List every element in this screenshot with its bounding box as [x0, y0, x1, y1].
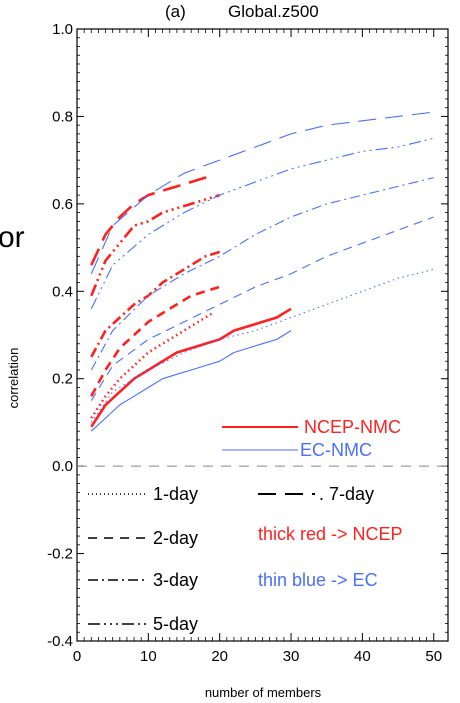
source-legend: NCEP-NMC EC-NMC	[222, 417, 401, 460]
x-axis: 0 10 20 30 40 50	[73, 29, 442, 665]
y-tick-label: 0.0	[52, 458, 73, 475]
legend-5day-label: 5-day	[153, 614, 198, 634]
x-tick-label: 20	[211, 648, 228, 665]
series-line-ec-1-day	[90, 268, 434, 423]
x-tick-label: 40	[354, 648, 371, 665]
legend-ec-label: EC-NMC	[300, 440, 372, 460]
series-line-ncep-7-day	[90, 174, 213, 266]
legend-1day-label: 1-day	[153, 484, 198, 504]
chart-title: Global.z500	[228, 2, 319, 21]
legend-note-red: thick red -> NCEP	[258, 524, 403, 544]
x-tick-label: 30	[283, 648, 300, 665]
panel-label: (a)	[165, 2, 186, 21]
series-line-ncep-day1-solid	[90, 307, 292, 428]
series-line-ncep-5-day	[90, 193, 221, 297]
y-tick-label: 0.2	[52, 371, 73, 388]
y-axis: -0.4 -0.2 0.0 0.2 0.4 0.6 0.8 1.0	[47, 21, 448, 650]
x-tick-label: 0	[73, 648, 81, 665]
x-axis-title: number of members	[205, 685, 322, 700]
series-line-ec-2-day	[90, 216, 434, 401]
series-line-ncep-1-day	[90, 311, 214, 419]
y-tick-label: 0.8	[52, 108, 73, 125]
legend-7day-label: . 7-day	[319, 484, 374, 504]
x-tick-label: 10	[140, 648, 157, 665]
series-line-ec-day1-solid	[90, 330, 292, 432]
legend-2day-label: 2-day	[153, 528, 198, 548]
series-line-ec-3-day	[90, 177, 434, 371]
series-line-ncep-2-day	[90, 285, 221, 397]
legend-note-blue: thin blue -> EC	[258, 570, 378, 590]
plot-frame	[76, 28, 449, 642]
y-tick-label: 0.6	[52, 196, 73, 213]
series-line-ncep-3-day	[90, 250, 221, 358]
y-tick-label: 0.4	[52, 283, 73, 300]
legend-3day-label: 3-day	[153, 570, 198, 590]
series-group	[90, 111, 434, 432]
y-tick-label: -0.2	[47, 546, 73, 563]
series-line-ec-5-day	[90, 137, 434, 310]
x-tick-label: 50	[425, 648, 442, 665]
y-tick-label: -0.4	[47, 633, 73, 650]
y-axis-title: correlation	[6, 348, 21, 409]
series-line-ec-7-day	[90, 111, 434, 275]
lead-legend: 1-day . 7-day 2-day thick red -> NCEP 3-…	[88, 484, 403, 634]
overflow-text: or	[0, 221, 25, 254]
legend-ncep-label: NCEP-NMC	[304, 417, 401, 437]
y-tick-label: 1.0	[52, 21, 73, 38]
